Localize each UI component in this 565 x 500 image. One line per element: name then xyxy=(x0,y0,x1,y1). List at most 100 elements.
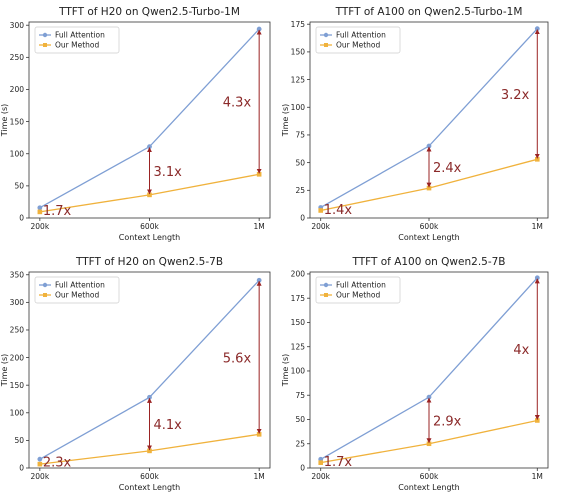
speedup-label: 2.4x xyxy=(433,161,462,176)
data-point-full-attention xyxy=(37,456,43,462)
legend-swatch-marker xyxy=(43,293,47,297)
legend-entry-label: Full Attention xyxy=(336,31,386,40)
legend-swatch-marker xyxy=(324,43,328,47)
y-axis-label: Time (s) xyxy=(281,354,290,388)
y-tick-label: 0 xyxy=(300,214,305,223)
legend-swatch-marker xyxy=(324,293,328,297)
speedup-label: 4.1x xyxy=(154,418,183,433)
y-tick-label: 250 xyxy=(10,326,25,335)
speedup-label: 5.6x xyxy=(223,351,252,366)
legend-entry-label: Full Attention xyxy=(336,281,386,290)
x-tick-label: 600k xyxy=(140,472,159,481)
data-point-our-method xyxy=(318,208,324,213)
y-tick-label: 150 xyxy=(10,117,25,126)
x-axis-label: Context Length xyxy=(119,233,180,242)
data-point-our-method xyxy=(147,192,152,198)
x-tick-label: 600k xyxy=(140,222,159,231)
x-tick-label: 200k xyxy=(311,472,330,481)
chart-panel-h20-turbo: TTFT of H20 on Qwen2.5-Turbo-1M 0 50 100 150… xyxy=(0,6,271,242)
speedup-label: 4x xyxy=(513,343,529,358)
y-tick-label: 150 xyxy=(10,381,25,390)
y-tick-label: 75 xyxy=(295,391,305,400)
chart-title: TTFT of H20 on Qwen2.5-Turbo-1M xyxy=(58,6,240,18)
chart-panel-a100-7b: TTFT of A100 on Qwen2.5-7B 0 25 50 75 100 125 1… xyxy=(281,256,549,492)
y-tick-label: 50 xyxy=(14,436,24,445)
data-point-our-method xyxy=(147,448,152,454)
y-tick-label: 125 xyxy=(291,75,306,84)
data-point-our-method xyxy=(534,157,540,162)
x-tick-label: 1M xyxy=(254,472,265,481)
chart-title: TTFT of A100 on Qwen2.5-Turbo-1M xyxy=(335,6,523,18)
speedup-label: 3.1x xyxy=(154,165,183,180)
legend-entry-label: Our Method xyxy=(55,41,99,50)
speedup-label: 3.2x xyxy=(501,88,530,103)
y-tick-label: 175 xyxy=(291,20,306,29)
legend-entry-label: Our Method xyxy=(55,291,99,300)
legend-swatch-marker xyxy=(42,32,48,38)
y-tick-label: 175 xyxy=(291,294,306,303)
chart-panel-h20-7b: TTFT of H20 on Qwen2.5-7B 0 50 100 150 200 250… xyxy=(0,256,271,492)
y-tick-label: 0 xyxy=(19,214,24,223)
y-tick-label: 100 xyxy=(291,367,306,376)
data-point-our-method xyxy=(426,441,432,447)
x-tick-label: 1M xyxy=(254,222,265,231)
y-tick-label: 0 xyxy=(300,464,305,473)
legend-swatch-marker xyxy=(323,282,329,288)
y-axis-label: Time (s) xyxy=(0,104,9,138)
y-tick-label: 350 xyxy=(10,270,25,279)
y-tick-label: 250 xyxy=(10,53,25,62)
legend-swatch-marker xyxy=(323,32,329,38)
y-tick-label: 100 xyxy=(10,408,25,417)
data-point-full-attention xyxy=(37,205,43,211)
y-axis-label: Time (s) xyxy=(0,354,9,388)
legend-entry-label: Our Method xyxy=(336,41,380,50)
data-point-our-method xyxy=(256,172,262,177)
data-point-our-method xyxy=(256,432,262,437)
x-tick-label: 1M xyxy=(532,472,543,481)
y-tick-label: 150 xyxy=(291,318,306,327)
y-tick-label: 25 xyxy=(295,186,305,195)
x-tick-label: 1M xyxy=(532,222,543,231)
x-tick-label: 200k xyxy=(31,472,50,481)
y-tick-label: 100 xyxy=(291,103,306,112)
data-point-our-method xyxy=(426,185,432,191)
x-tick-label: 600k xyxy=(420,472,439,481)
legend-swatch-marker xyxy=(42,282,48,288)
data-point-our-method xyxy=(534,418,540,423)
data-point-our-method xyxy=(37,461,43,467)
data-point-our-method xyxy=(37,209,43,215)
speedup-label: 2.3x xyxy=(43,456,72,471)
x-axis-label: Context Length xyxy=(398,483,459,492)
x-axis-label: Context Length xyxy=(398,233,459,242)
legend-swatch-marker xyxy=(43,43,47,47)
y-tick-label: 25 xyxy=(295,439,305,448)
chart-title: TTFT of H20 on Qwen2.5-7B xyxy=(75,256,223,268)
y-tick-label: 75 xyxy=(295,131,305,140)
legend-entry-label: Full Attention xyxy=(55,31,105,40)
y-tick-label: 125 xyxy=(291,342,306,351)
y-tick-label: 300 xyxy=(10,21,25,30)
speedup-label: 1.7x xyxy=(43,204,72,219)
x-tick-label: 600k xyxy=(420,222,439,231)
y-tick-label: 0 xyxy=(19,464,24,473)
speedup-label: 4.3x xyxy=(223,96,252,111)
x-tick-label: 200k xyxy=(31,222,50,231)
y-tick-label: 50 xyxy=(14,182,24,191)
legend-box xyxy=(315,26,401,54)
legend-entry-label: Full Attention xyxy=(55,281,105,290)
x-tick-label: 200k xyxy=(311,222,330,231)
speedup-label: 1.4x xyxy=(324,203,353,218)
y-tick-label: 150 xyxy=(291,48,306,57)
y-tick-label: 200 xyxy=(10,353,25,362)
speedup-label: 1.7x xyxy=(324,455,353,470)
y-tick-label: 300 xyxy=(10,298,25,307)
y-tick-label: 50 xyxy=(295,415,305,424)
x-axis-label: Context Length xyxy=(119,483,180,492)
legend-box xyxy=(315,276,401,304)
chart-panel-a100-turbo: TTFT of A100 on Qwen2.5-Turbo-1M 0 25 50 75 1… xyxy=(281,6,549,242)
legend-box xyxy=(34,276,120,304)
y-axis-label: Time (s) xyxy=(281,104,290,138)
chart-title: TTFT of A100 on Qwen2.5-7B xyxy=(351,256,505,268)
y-tick-label: 200 xyxy=(10,85,25,94)
